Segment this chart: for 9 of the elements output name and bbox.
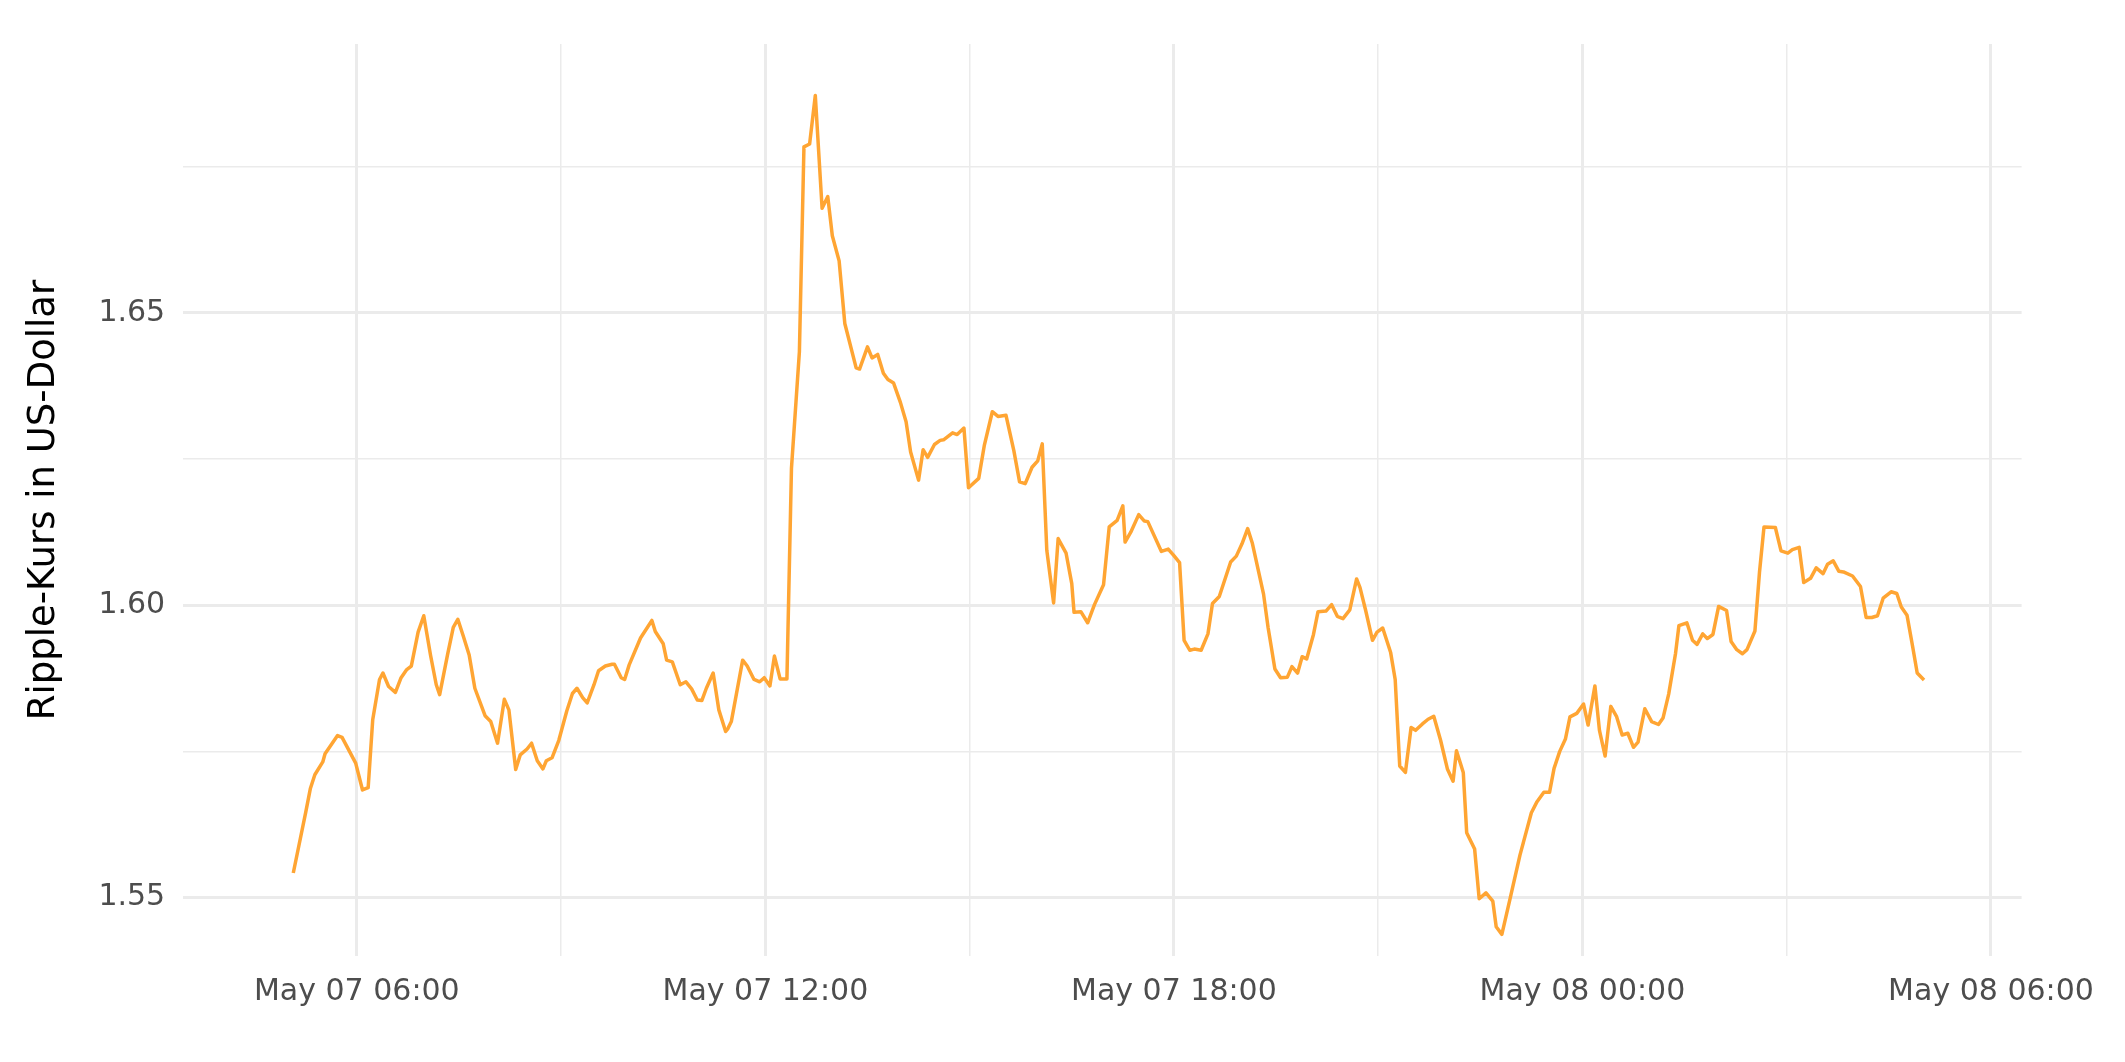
x-tick-label: May 08 00:00 — [1479, 971, 1686, 1007]
y-tick-label: 1.55 — [98, 877, 166, 913]
x-tick-label: May 08 06:00 — [1888, 971, 2094, 1007]
x-tick-label: May 07 12:00 — [662, 971, 869, 1007]
x-tick-label: May 07 06:00 — [253, 971, 460, 1007]
x-tick-label: May 07 18:00 — [1071, 971, 1277, 1007]
y-tick-label: 1.65 — [98, 292, 166, 328]
y-axis-title: Ripple-Kurs in US-Dollar — [19, 278, 63, 721]
text: 1.60 — [98, 585, 166, 621]
